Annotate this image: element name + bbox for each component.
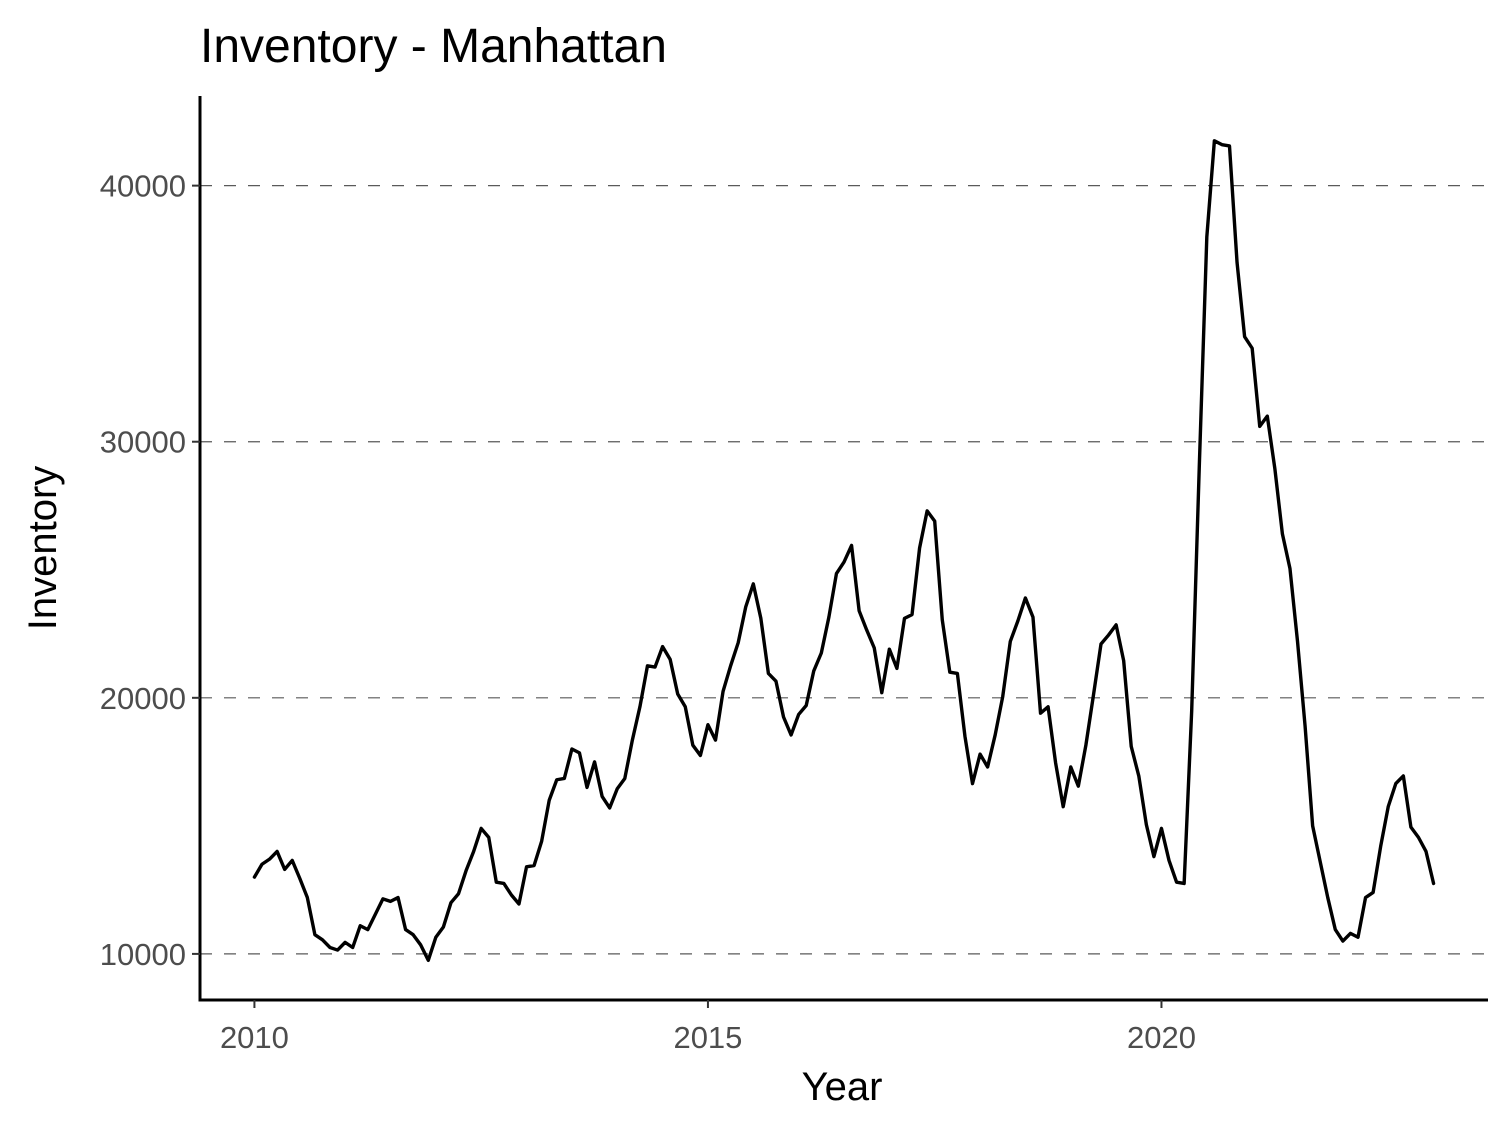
gridlines bbox=[200, 185, 1488, 955]
x-tick-label: 2015 bbox=[673, 1020, 742, 1055]
x-axis-title: Year bbox=[802, 1065, 883, 1109]
x-tick-label: 2020 bbox=[1127, 1020, 1196, 1055]
x-axis-ticks: 2010 2015 2020 bbox=[220, 1000, 1196, 1055]
chart-title: Inventory - Manhattan bbox=[200, 20, 667, 73]
y-tick-label: 20000 bbox=[100, 681, 186, 716]
y-tick-label: 40000 bbox=[100, 169, 186, 204]
y-axis-title: Inventory bbox=[21, 466, 65, 631]
y-tick-label: 30000 bbox=[100, 425, 186, 460]
series-line-inventory bbox=[252, 139, 1436, 963]
x-tick-label: 2010 bbox=[220, 1020, 289, 1055]
y-axis-ticks: 10000 20000 30000 40000 bbox=[100, 169, 200, 972]
y-tick-label: 10000 bbox=[100, 937, 186, 972]
